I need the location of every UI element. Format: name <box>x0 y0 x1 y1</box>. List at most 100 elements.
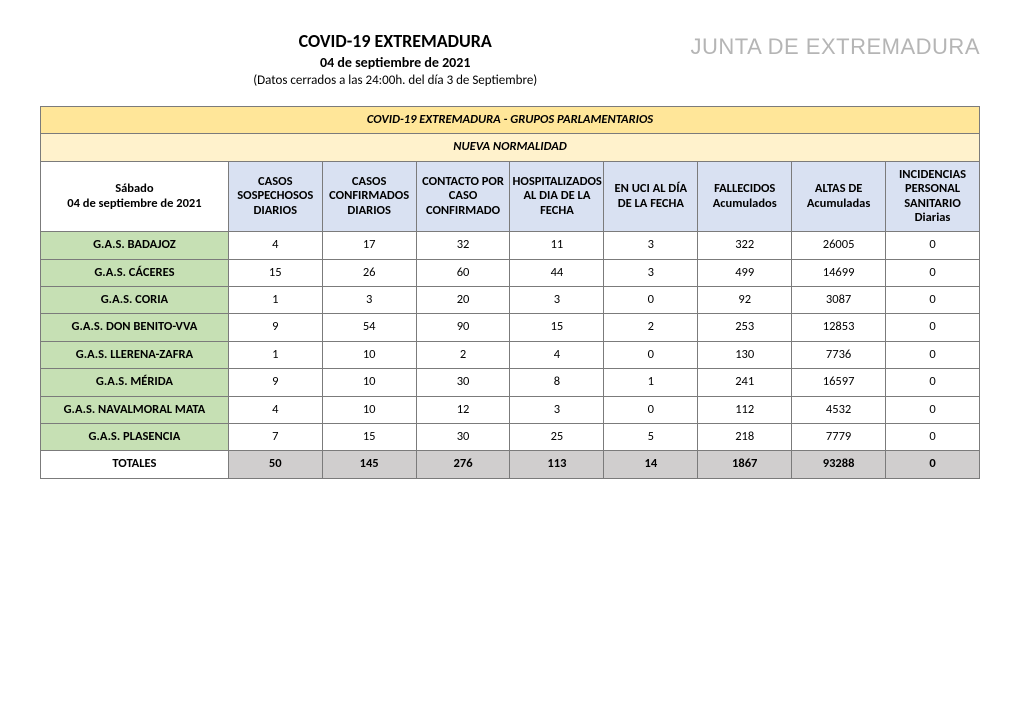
column-header: CASOS SOSPECHOSOS DIARIOS <box>228 161 322 232</box>
cell: 60 <box>416 259 510 286</box>
cell: 322 <box>698 232 792 259</box>
cell: 0 <box>886 259 980 286</box>
cell: 218 <box>698 423 792 450</box>
totals-label: TOTALES <box>41 451 229 478</box>
table-row: G.A.S. PLASENCIA7153025521877790 <box>41 423 980 450</box>
table-row: G.A.S. CORIA1320309230870 <box>41 287 980 314</box>
cell: 12853 <box>792 314 886 341</box>
cell: 3 <box>604 259 698 286</box>
cell: 9 <box>228 314 322 341</box>
row-label: G.A.S. CÁCERES <box>41 259 229 286</box>
column-header: CONTACTO POR CASO CONFIRMADO <box>416 161 510 232</box>
cell: 5 <box>604 423 698 450</box>
totals-cell: 50 <box>228 451 322 478</box>
column-header: ALTAS DE Acumuladas <box>792 161 886 232</box>
data-table: COVID-19 EXTREMADURA - GRUPOS PARLAMENTA… <box>40 106 980 479</box>
row-label: G.A.S. PLASENCIA <box>41 423 229 450</box>
cell: 11 <box>510 232 604 259</box>
table-row: G.A.S. LLERENA-ZAFRA11024013077360 <box>41 341 980 368</box>
date-header: Sábado04 de septiembre de 2021 <box>41 161 229 232</box>
title-block: COVID-19 EXTREMADURA 04 de septiembre de… <box>40 30 690 88</box>
cell: 7 <box>228 423 322 450</box>
cell: 3 <box>322 287 416 314</box>
cell: 15 <box>228 259 322 286</box>
org-logo: JUNTA DE EXTREMADURA <box>690 30 980 60</box>
cell: 44 <box>510 259 604 286</box>
totals-cell: 1867 <box>698 451 792 478</box>
cell: 2 <box>416 341 510 368</box>
row-label: G.A.S. CORIA <box>41 287 229 314</box>
row-label: G.A.S. MÉRIDA <box>41 369 229 396</box>
cell: 54 <box>322 314 416 341</box>
cell: 92 <box>698 287 792 314</box>
cell: 7779 <box>792 423 886 450</box>
totals-cell: 113 <box>510 451 604 478</box>
cell: 25 <box>510 423 604 450</box>
cell: 0 <box>886 423 980 450</box>
cell: 26 <box>322 259 416 286</box>
table-row: G.A.S. CÁCERES152660443499146990 <box>41 259 980 286</box>
column-header: EN UCI AL DÍA DE LA FECHA <box>604 161 698 232</box>
cell: 3087 <box>792 287 886 314</box>
cell: 0 <box>604 396 698 423</box>
cell: 30 <box>416 369 510 396</box>
cell: 1 <box>228 341 322 368</box>
cell: 4 <box>228 232 322 259</box>
totals-cell: 0 <box>886 451 980 478</box>
totals-cell: 276 <box>416 451 510 478</box>
column-header: HOSPITALIZADOS AL DIA DE LA FECHA <box>510 161 604 232</box>
column-header: INCIDENCIAS PERSONAL SANITARIO Diarias <box>886 161 980 232</box>
cell: 130 <box>698 341 792 368</box>
table-row: G.A.S. MÉRIDA9103081241165970 <box>41 369 980 396</box>
totals-row: TOTALES50145276113141867932880 <box>41 451 980 478</box>
cell: 253 <box>698 314 792 341</box>
totals-cell: 14 <box>604 451 698 478</box>
cell: 17 <box>322 232 416 259</box>
cell: 4 <box>510 341 604 368</box>
cell: 3 <box>604 232 698 259</box>
cell: 90 <box>416 314 510 341</box>
cell: 15 <box>322 423 416 450</box>
cell: 0 <box>886 341 980 368</box>
page-date: 04 de septiembre de 2021 <box>150 54 640 71</box>
cell: 0 <box>886 287 980 314</box>
table-row: G.A.S. NAVALMORAL MATA410123011245320 <box>41 396 980 423</box>
cell: 30 <box>416 423 510 450</box>
cell: 0 <box>886 396 980 423</box>
page-title: COVID-19 EXTREMADURA <box>150 30 640 52</box>
cell: 241 <box>698 369 792 396</box>
table-banner-2: NUEVA NORMALIDAD <box>41 134 980 161</box>
cell: 3 <box>510 287 604 314</box>
totals-cell: 93288 <box>792 451 886 478</box>
cell: 14699 <box>792 259 886 286</box>
header-area: COVID-19 EXTREMADURA 04 de septiembre de… <box>40 30 980 88</box>
page: COVID-19 EXTREMADURA 04 de septiembre de… <box>0 0 1020 509</box>
cell: 499 <box>698 259 792 286</box>
cell: 9 <box>228 369 322 396</box>
cell: 0 <box>886 314 980 341</box>
totals-cell: 145 <box>322 451 416 478</box>
cell: 16597 <box>792 369 886 396</box>
row-label: G.A.S. BADAJOZ <box>41 232 229 259</box>
cell: 26005 <box>792 232 886 259</box>
cell: 3 <box>510 396 604 423</box>
cell: 4 <box>228 396 322 423</box>
cell: 12 <box>416 396 510 423</box>
cell: 1 <box>604 369 698 396</box>
cell: 20 <box>416 287 510 314</box>
cell: 0 <box>604 341 698 368</box>
cell: 0 <box>886 232 980 259</box>
cell: 112 <box>698 396 792 423</box>
column-header: CASOS CONFIRMADOS DIARIOS <box>322 161 416 232</box>
cell: 15 <box>510 314 604 341</box>
row-label: G.A.S. DON BENITO-VVA <box>41 314 229 341</box>
cell: 32 <box>416 232 510 259</box>
cell: 0 <box>604 287 698 314</box>
cell: 8 <box>510 369 604 396</box>
cell: 1 <box>228 287 322 314</box>
cell: 10 <box>322 341 416 368</box>
cell: 10 <box>322 369 416 396</box>
cell: 4532 <box>792 396 886 423</box>
cell: 2 <box>604 314 698 341</box>
row-label: G.A.S. NAVALMORAL MATA <box>41 396 229 423</box>
